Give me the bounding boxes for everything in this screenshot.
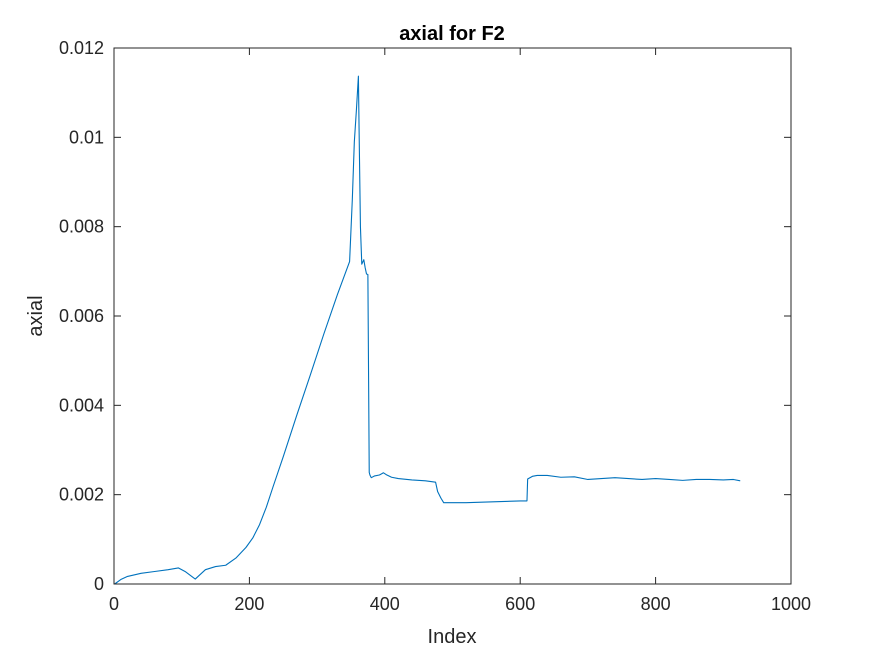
y-tick-label: 0.008 — [59, 217, 104, 237]
y-tick-label: 0.004 — [59, 395, 104, 415]
chart-title: axial for F2 — [399, 23, 505, 45]
y-tick-label: 0.002 — [59, 485, 104, 505]
y-axis-label: axial — [25, 295, 47, 336]
x-tick-label: 1000 — [771, 594, 811, 614]
x-tick-label: 200 — [234, 594, 264, 614]
x-tick-label: 800 — [641, 594, 671, 614]
y-tick-label: 0.012 — [59, 38, 104, 58]
series-line — [114, 75, 741, 585]
y-tick-label: 0.006 — [59, 306, 104, 326]
x-tick-label: 400 — [370, 594, 400, 614]
series-layer — [114, 75, 741, 585]
y-tick-label: 0 — [94, 574, 104, 594]
axes-box — [113, 47, 792, 585]
plot-area — [114, 48, 791, 584]
x-axis-label: Index — [428, 626, 477, 648]
y-tick-label: 0.01 — [69, 127, 104, 147]
ticks-layer: 0 200 400 600 800 1000 0 0.002 0.004 0.006 0.008 0.… — [59, 38, 811, 614]
x-tick-label: 0 — [109, 594, 119, 614]
x-tick-label: 600 — [505, 594, 535, 614]
